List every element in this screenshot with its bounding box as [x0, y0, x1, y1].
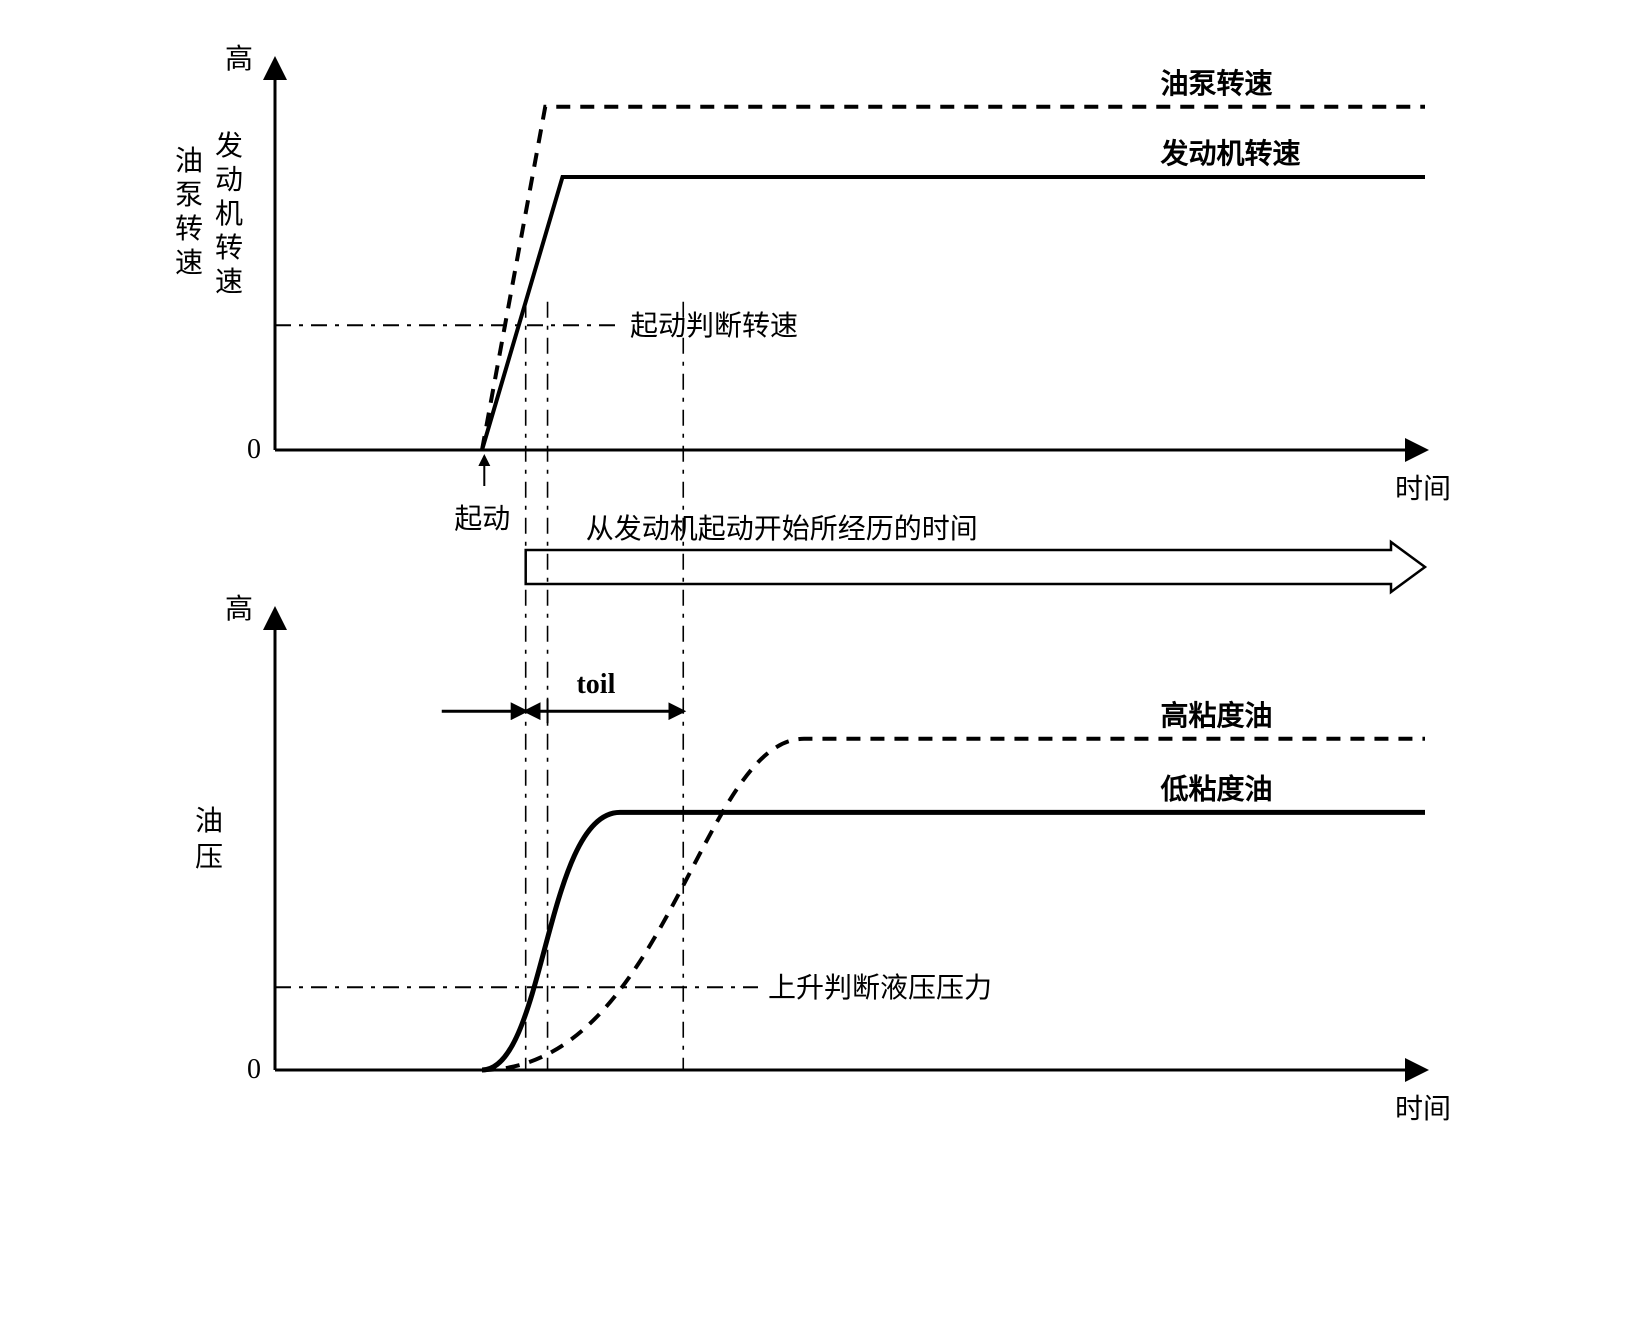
top-y-zero-label: 0	[247, 434, 261, 465]
top-y-high-label: 高	[224, 43, 252, 75]
elapsed-time-arrow	[525, 542, 1424, 592]
bottom-threshold-label: 上升判断液压压力	[768, 972, 992, 1004]
start-label: 起动	[454, 504, 510, 535]
top-y-label-1: 泵	[175, 180, 203, 211]
bottom-y-label: 油	[195, 805, 223, 837]
top-y-label-2: 转	[215, 232, 243, 264]
top-y-label-2: 机	[215, 198, 243, 230]
bottom-x-label: 时间	[1395, 1093, 1451, 1125]
low-viscosity-label: 低粘度油	[1159, 773, 1272, 805]
top-y-label-1: 速	[175, 248, 203, 279]
engine-speed-line	[482, 177, 1425, 450]
top-threshold-label: 起动判断转速	[630, 310, 798, 342]
high-viscosity-line	[482, 739, 1425, 1070]
top-y-label-2: 动	[215, 165, 243, 196]
elapsed-time-label: 从发动机起动开始所经历的时间	[585, 513, 977, 545]
pump-speed-label: 油泵转速	[1160, 68, 1272, 100]
bottom-y-high-label: 高	[224, 593, 252, 625]
bottom-y-label: 压	[195, 842, 223, 873]
top-y-label-1: 转	[175, 213, 203, 245]
diagram-container: 油泵转速发动机转速高0时间起动判断转速油泵转速发动机转速起动从发动机起动开始所经…	[125, 40, 1525, 1190]
engine-speed-label: 发动机转速	[1159, 137, 1300, 170]
top-y-label-2: 发	[215, 130, 243, 162]
low-viscosity-line	[482, 812, 1425, 1070]
toil-label: toil	[576, 669, 615, 700]
bottom-y-zero-label: 0	[247, 1054, 261, 1085]
top-y-label-2: 速	[215, 267, 243, 298]
top-y-label-1: 油	[175, 145, 203, 177]
high-viscosity-label: 高粘度油	[1160, 700, 1272, 732]
diagram-svg: 油泵转速发动机转速高0时间起动判断转速油泵转速发动机转速起动从发动机起动开始所经…	[125, 40, 1525, 1190]
top-x-label: 时间	[1395, 473, 1451, 505]
